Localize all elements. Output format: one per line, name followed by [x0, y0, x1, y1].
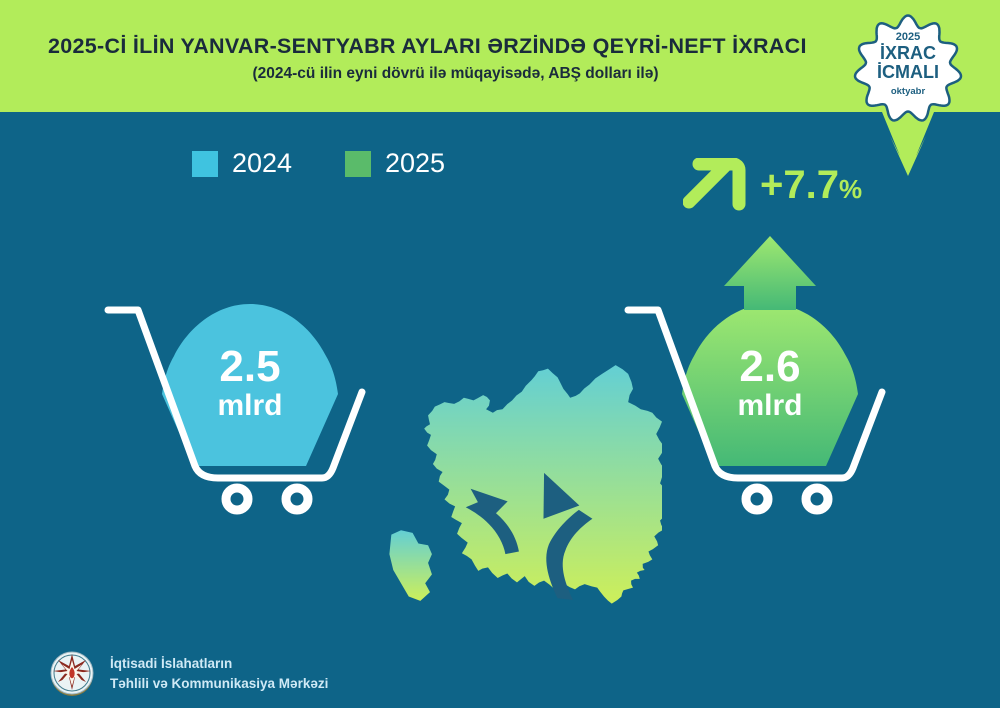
svg-text:2025: 2025: [896, 31, 920, 43]
svg-text:İCMALI: İCMALI: [877, 62, 939, 82]
svg-text:İXRAC: İXRAC: [880, 43, 936, 63]
svg-text:oktyabr: oktyabr: [891, 86, 926, 97]
